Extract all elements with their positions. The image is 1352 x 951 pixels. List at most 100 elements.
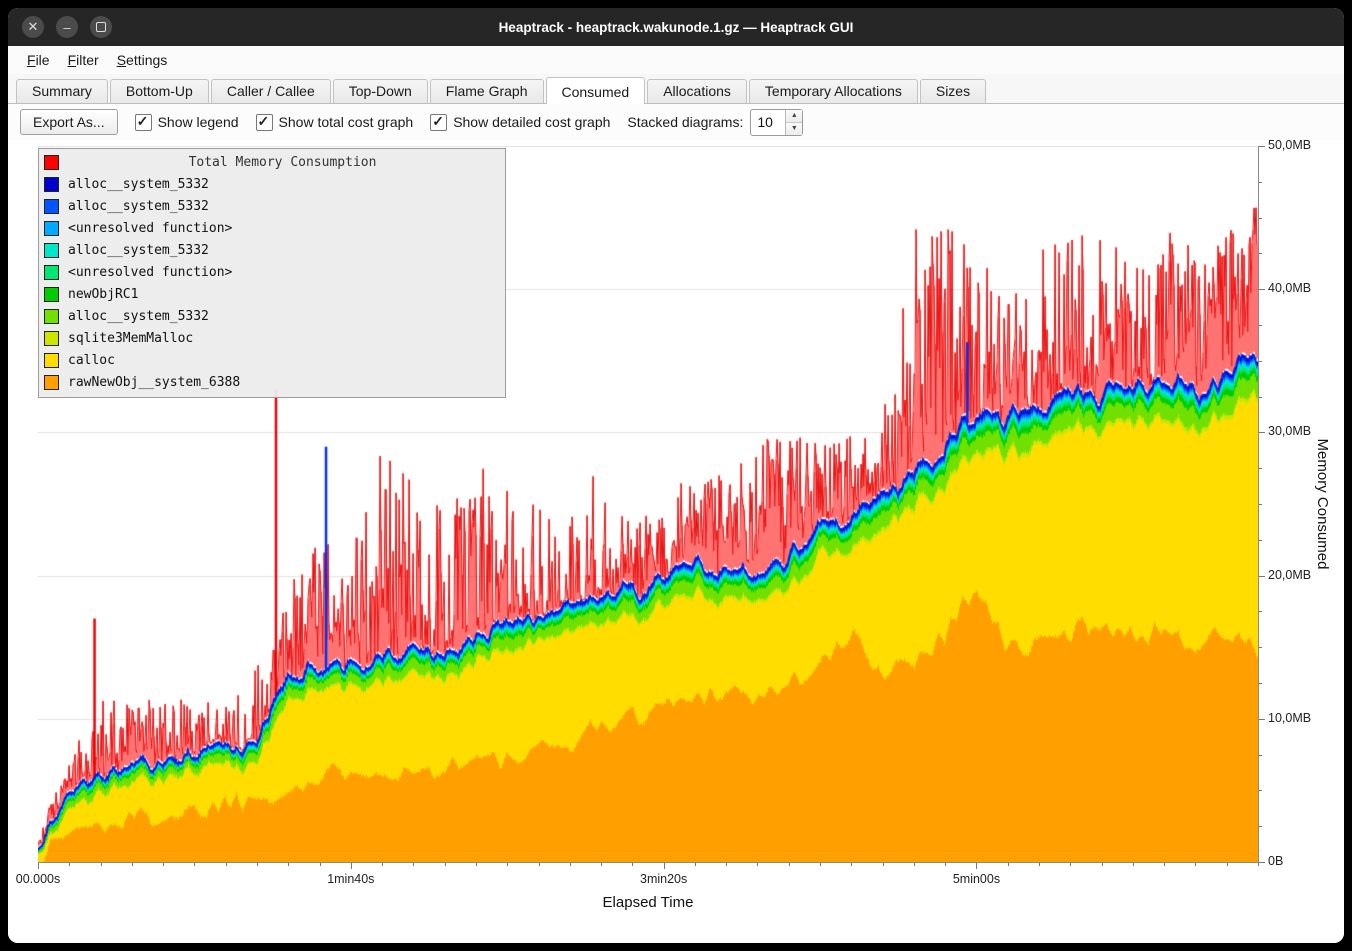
tab-summary[interactable]: Summary bbox=[16, 79, 108, 103]
legend-swatch bbox=[44, 220, 59, 236]
x-axis-tick bbox=[1195, 863, 1197, 866]
x-axis-tick bbox=[288, 863, 290, 866]
x-axis-tick bbox=[475, 863, 477, 866]
legend-item-label: rawNewObj__system_6388 bbox=[68, 374, 241, 390]
legend-item-label: sqlite3MemMalloc bbox=[68, 330, 194, 346]
menu-file[interactable]: File bbox=[27, 52, 50, 68]
menu-settings[interactable]: Settings bbox=[116, 52, 168, 68]
legend-item-label: <unresolved function> bbox=[68, 264, 233, 280]
tab-flame-graph[interactable]: Flame Graph bbox=[429, 79, 544, 103]
legend-item: alloc__system_5332 bbox=[44, 173, 497, 195]
legend-item: <unresolved function> bbox=[44, 217, 497, 239]
x-tick-label: 00.000s bbox=[15, 872, 61, 886]
legend-item: calloc bbox=[44, 349, 497, 371]
x-axis-tick bbox=[38, 863, 39, 869]
minimize-button[interactable]: – bbox=[56, 16, 78, 38]
y-tick-label: 10,0MB bbox=[1268, 710, 1312, 725]
legend-item: alloc__system_5332 bbox=[44, 305, 497, 327]
x-axis-tick bbox=[976, 863, 978, 869]
y-tick-label: 30,0MB bbox=[1268, 424, 1312, 439]
spinbox-value: 10 bbox=[757, 114, 773, 130]
x-axis-tick bbox=[882, 863, 884, 866]
legend-item-label: alloc__system_5332 bbox=[68, 198, 209, 214]
y-tick-label: 50,0MB bbox=[1268, 138, 1312, 152]
y-axis-tick bbox=[1259, 253, 1262, 255]
spin-down-icon[interactable]: ▼ bbox=[786, 122, 803, 135]
y-axis-tick bbox=[1259, 325, 1262, 326]
legend-item: alloc__system_5332 bbox=[44, 239, 497, 261]
minimize-icon: – bbox=[63, 19, 71, 35]
tab-temporary-allocations[interactable]: Temporary Allocations bbox=[748, 79, 918, 103]
y-axis-tick bbox=[1259, 790, 1262, 792]
legend-item: <unresolved function> bbox=[44, 261, 497, 283]
x-tick-label: 1min40s bbox=[327, 872, 375, 886]
x-axis-tick bbox=[1007, 863, 1009, 866]
x-axis-tick bbox=[413, 863, 415, 866]
close-button[interactable]: ✕ bbox=[22, 16, 44, 38]
x-axis-tick bbox=[851, 863, 853, 866]
legend-swatch bbox=[44, 352, 59, 368]
stacked-diagrams-label: Stacked diagrams: bbox=[627, 114, 744, 130]
x-axis-tick bbox=[163, 863, 165, 866]
checkbox-show-detailed-cost-graph[interactable]: Show detailed cost graph bbox=[430, 113, 611, 131]
x-axis-tick bbox=[382, 863, 384, 866]
spin-up-icon[interactable]: ▲ bbox=[786, 109, 803, 123]
tab-bottom-up[interactable]: Bottom-Up bbox=[109, 79, 209, 103]
legend-item-label: alloc__system_5332 bbox=[68, 176, 209, 192]
legend-item-label: newObjRC1 bbox=[68, 286, 139, 302]
tab-top-down[interactable]: Top-Down bbox=[332, 79, 428, 103]
x-axis-tick bbox=[1039, 863, 1041, 866]
tab-caller-callee[interactable]: Caller / Callee bbox=[210, 79, 331, 103]
x-axis-tick bbox=[788, 863, 790, 866]
y-axis-tick bbox=[1259, 754, 1262, 756]
x-axis-tick bbox=[820, 863, 822, 866]
checkbox-icon bbox=[134, 113, 152, 131]
checkbox-label: Show detailed cost graph bbox=[453, 114, 611, 130]
x-axis-tick bbox=[726, 863, 728, 866]
x-axis-tick bbox=[913, 863, 915, 866]
legend-item-label: alloc__system_5332 bbox=[68, 242, 209, 258]
stacked-diagrams-spinbox[interactable]: 10 ▲ ▼ bbox=[750, 108, 804, 136]
legend-swatch bbox=[44, 374, 59, 390]
export-as-button[interactable]: Export As... bbox=[20, 109, 118, 135]
x-axis-tick bbox=[319, 863, 321, 866]
y-axis-tick bbox=[1259, 611, 1262, 613]
x-axis-title: Elapsed Time bbox=[602, 894, 694, 911]
checkbox-label: Show total cost graph bbox=[278, 114, 414, 130]
menu-filter[interactable]: Filter bbox=[67, 52, 99, 68]
tab-allocations[interactable]: Allocations bbox=[647, 79, 747, 103]
x-axis-tick bbox=[225, 863, 227, 866]
legend-title: Total Memory Consumption bbox=[188, 154, 377, 170]
y-axis-tick bbox=[1259, 539, 1262, 541]
x-axis-tick bbox=[1101, 863, 1103, 866]
checkbox-icon bbox=[430, 113, 448, 131]
legend-item-label: alloc__system_5332 bbox=[68, 308, 209, 324]
x-axis-tick bbox=[757, 863, 759, 866]
close-icon: ✕ bbox=[27, 19, 39, 34]
titlebar: ✕ – Heaptrack - heaptrack.wakunode.1.gz … bbox=[8, 8, 1344, 46]
tab-consumed[interactable]: Consumed bbox=[545, 77, 646, 104]
legend-swatch bbox=[44, 308, 59, 324]
x-tick-label: 5min00s bbox=[952, 872, 1001, 886]
x-axis-tick bbox=[601, 863, 603, 866]
tab-sizes[interactable]: Sizes bbox=[919, 79, 987, 103]
legend-item-label: calloc bbox=[68, 352, 115, 368]
y-axis-tick bbox=[1259, 289, 1265, 291]
checkbox-show-total-cost-graph[interactable]: Show total cost graph bbox=[255, 113, 414, 131]
x-axis-tick bbox=[350, 863, 352, 869]
y-tick-label: 40,0MB bbox=[1268, 281, 1312, 296]
checkbox-icon bbox=[255, 113, 273, 131]
x-axis-tick bbox=[1132, 863, 1134, 866]
legend-item: sqlite3MemMalloc bbox=[44, 327, 497, 349]
window-controls: ✕ – bbox=[22, 16, 112, 38]
checkbox-show-legend[interactable]: Show legend bbox=[134, 113, 239, 131]
maximize-button[interactable] bbox=[90, 16, 112, 38]
legend-swatch bbox=[44, 330, 59, 346]
legend-item-label: <unresolved function> bbox=[68, 220, 233, 236]
y-tick-label: 20,0MB bbox=[1268, 567, 1312, 582]
y-axis-tick bbox=[1259, 862, 1265, 863]
chart-area: 00.000s 1min40s 3min20s 5min00s 0B 10,0MB 20,… bbox=[8, 138, 1344, 943]
legend-swatch bbox=[44, 176, 59, 192]
legend-item: rawNewObj__system_6388 bbox=[44, 371, 497, 393]
y-axis-tick bbox=[1259, 396, 1262, 398]
